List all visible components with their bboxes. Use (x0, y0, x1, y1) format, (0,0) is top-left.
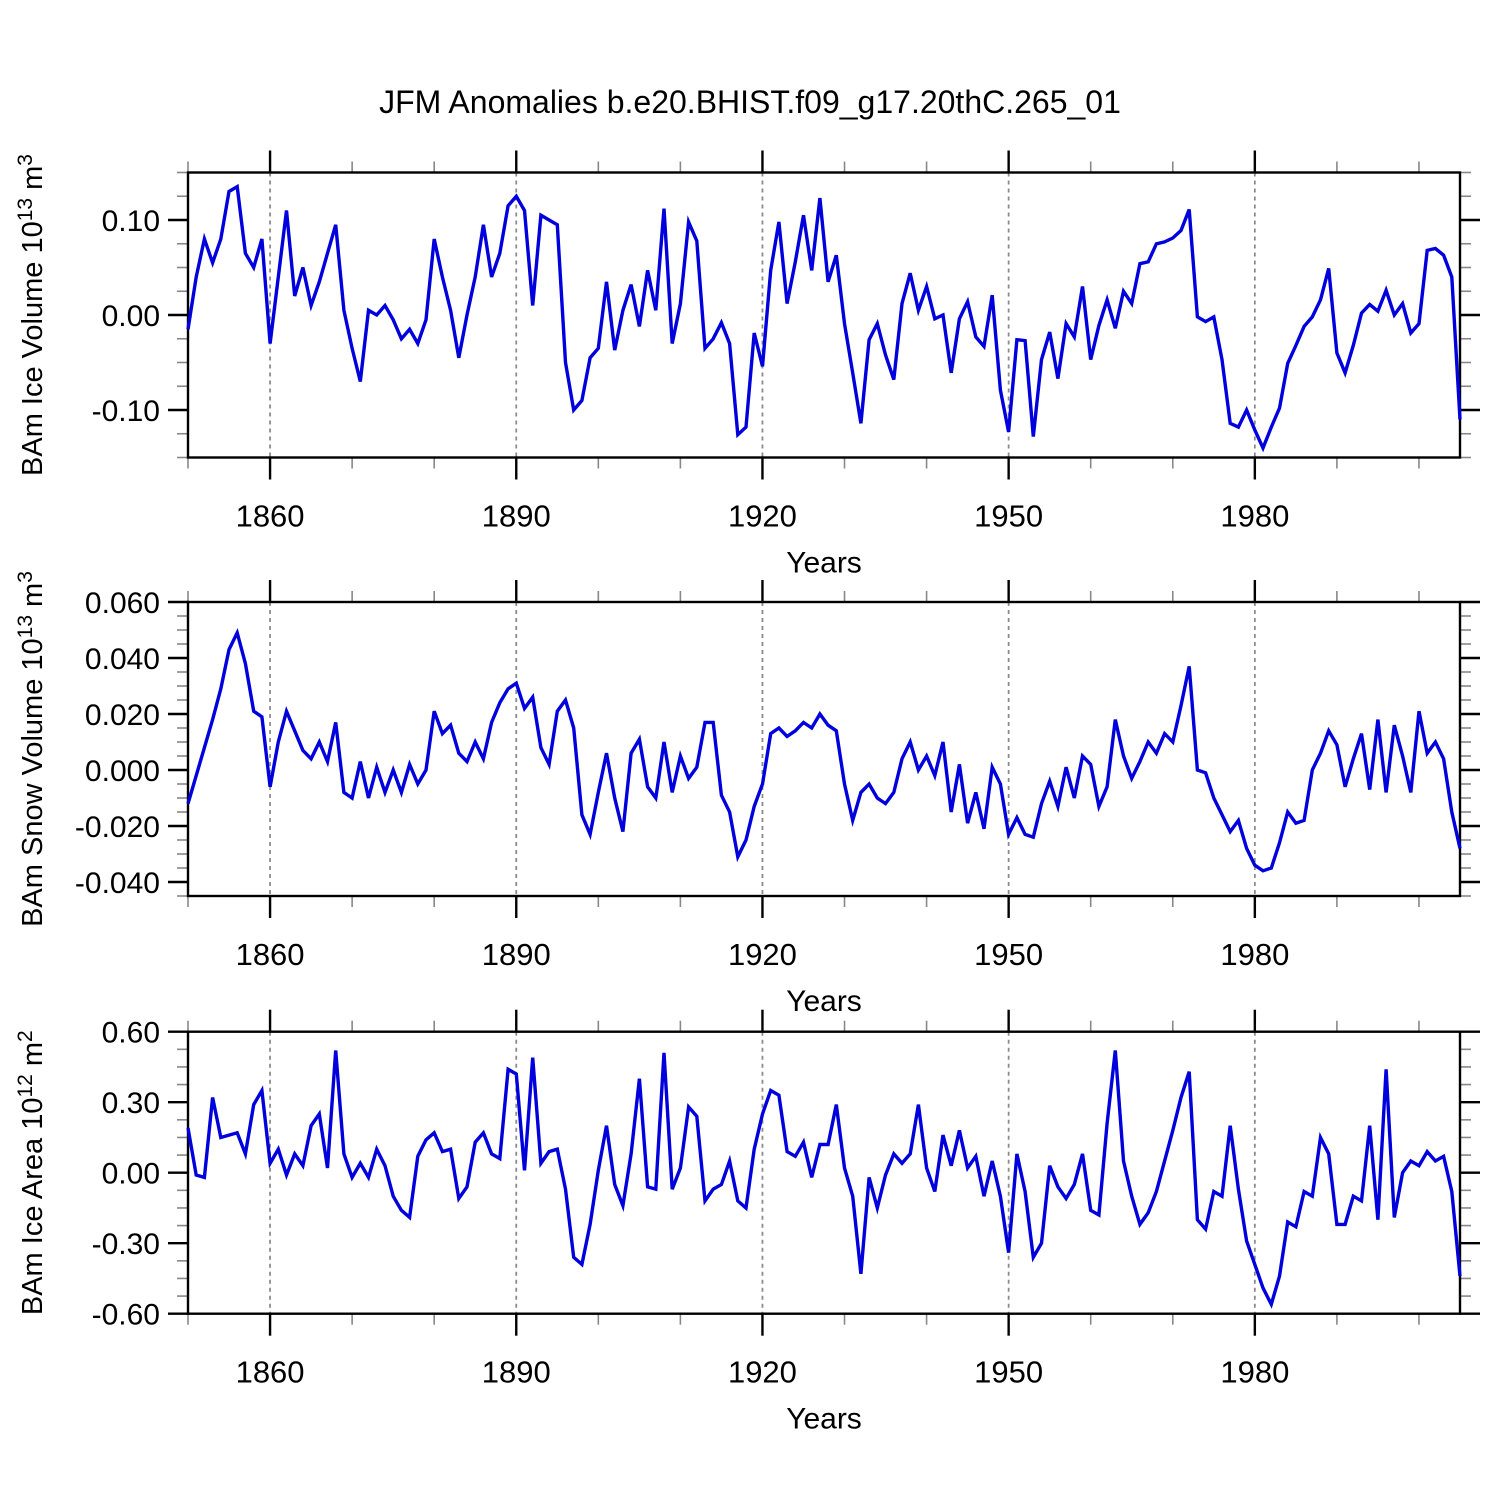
y-tick-label: -0.30 (92, 1228, 160, 1261)
y-tick-label: 0.040 (85, 643, 160, 676)
y-tick-label: 0.00 (102, 1158, 160, 1191)
plot-frame (186, 171, 1462, 459)
panel-snow-volume: 0.060 0.040 0.020 0.000 -0.020 -0.040 1860 1890… (14, 571, 1480, 1018)
y-tick-label: 0.00 (102, 300, 160, 333)
x-tick-label: 1950 (974, 1355, 1043, 1390)
x-tick-label: 1950 (974, 937, 1043, 972)
x-axis-title: Years (786, 547, 862, 580)
x-tick-label: 1980 (1220, 499, 1289, 534)
x-tick-label: 1890 (482, 937, 551, 972)
panel-ice-volume: 0.10 0.00 -0.10 1860 1890 1920 1950 1980 Years BA… (14, 150, 1480, 580)
plot-frame (186, 600, 1462, 898)
y-tick-label: -0.10 (92, 395, 160, 428)
x-tick-label: 1890 (482, 1355, 551, 1390)
y-tick-label: 0.30 (102, 1087, 160, 1120)
x-axis-title: Years (786, 985, 862, 1018)
y-tick-label: 0.60 (102, 1017, 160, 1050)
y-tick-label: 0.10 (102, 205, 160, 238)
x-tick-label: 1890 (482, 499, 551, 534)
x-tick-label: 1980 (1220, 1355, 1289, 1390)
trace-ice-volume (186, 183, 1462, 453)
y-tick-label: 0.000 (85, 755, 160, 788)
x-tick-label: 1920 (728, 499, 797, 534)
y-tick-label: 0.020 (85, 699, 160, 732)
panel-ice-area: 0.60 0.30 0.00 -0.30 -0.60 1860 1890 1920 1950 19… (14, 1009, 1480, 1436)
x-tick-label: 1950 (974, 499, 1043, 534)
plot-frame (186, 1030, 1462, 1315)
y-tick-label: -0.60 (92, 1299, 160, 1332)
y-axis-title: BAm Ice Volume 1013 m3 (14, 154, 49, 476)
y-axis-title: BAm Snow Volume 1013 m3 (14, 571, 49, 927)
y-tick-label: -0.020 (75, 811, 160, 844)
trace-ice-area (186, 1050, 1462, 1309)
x-tick-label: 1860 (236, 937, 305, 972)
y-tick-label: 0.060 (85, 587, 160, 620)
x-tick-label: 1980 (1220, 937, 1289, 972)
x-tick-label: 1860 (236, 1355, 305, 1390)
trace-snow-volume (186, 627, 1462, 873)
chart-title: JFM Anomalies b.e20.BHIST.f09_g17.20thC.… (379, 84, 1121, 120)
x-tick-label: 1920 (728, 1355, 797, 1390)
x-tick-label: 1920 (728, 937, 797, 972)
y-axis-title: BAm Ice Area 1012 m2 (14, 1030, 49, 1315)
y-tick-label: -0.040 (75, 867, 160, 900)
x-axis-title: Years (786, 1403, 862, 1436)
x-tick-label: 1860 (236, 499, 305, 534)
